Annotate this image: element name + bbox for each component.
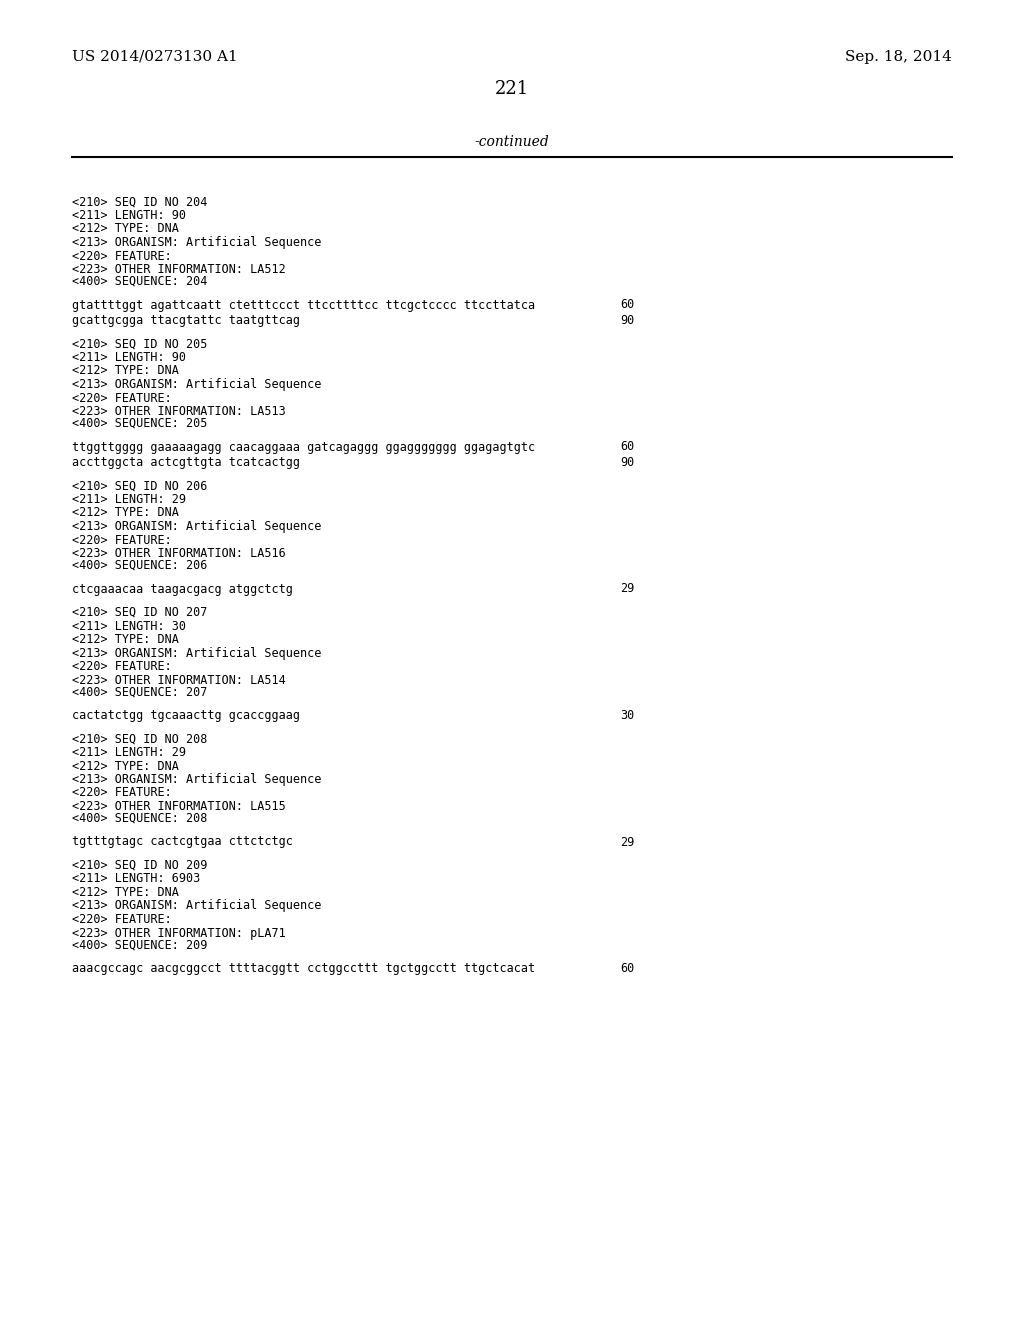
Text: <210> SEQ ID NO 204: <210> SEQ ID NO 204 <box>72 195 208 209</box>
Text: Sep. 18, 2014: Sep. 18, 2014 <box>845 50 952 63</box>
Text: <213> ORGANISM: Artificial Sequence: <213> ORGANISM: Artificial Sequence <box>72 899 322 912</box>
Text: 30: 30 <box>620 709 634 722</box>
Text: <212> TYPE: DNA: <212> TYPE: DNA <box>72 886 179 899</box>
Text: <400> SEQUENCE: 204: <400> SEQUENCE: 204 <box>72 275 208 288</box>
Text: <210> SEQ ID NO 205: <210> SEQ ID NO 205 <box>72 338 208 351</box>
Text: <211> LENGTH: 29: <211> LENGTH: 29 <box>72 492 186 506</box>
Text: 60: 60 <box>620 441 634 454</box>
Text: <212> TYPE: DNA: <212> TYPE: DNA <box>72 634 179 645</box>
Text: gcattgcgga ttacgtattc taatgttcag: gcattgcgga ttacgtattc taatgttcag <box>72 314 300 327</box>
Text: <211> LENGTH: 6903: <211> LENGTH: 6903 <box>72 873 201 886</box>
Text: <220> FEATURE:: <220> FEATURE: <box>72 913 172 927</box>
Text: 90: 90 <box>620 314 634 327</box>
Text: -continued: -continued <box>475 135 549 149</box>
Text: <210> SEQ ID NO 206: <210> SEQ ID NO 206 <box>72 479 208 492</box>
Text: 60: 60 <box>620 962 634 975</box>
Text: 60: 60 <box>620 298 634 312</box>
Text: <213> ORGANISM: Artificial Sequence: <213> ORGANISM: Artificial Sequence <box>72 378 322 391</box>
Text: <400> SEQUENCE: 206: <400> SEQUENCE: 206 <box>72 558 208 572</box>
Text: 221: 221 <box>495 81 529 98</box>
Text: <212> TYPE: DNA: <212> TYPE: DNA <box>72 759 179 772</box>
Text: <212> TYPE: DNA: <212> TYPE: DNA <box>72 364 179 378</box>
Text: <220> FEATURE:: <220> FEATURE: <box>72 249 172 263</box>
Text: <211> LENGTH: 30: <211> LENGTH: 30 <box>72 619 186 632</box>
Text: 90: 90 <box>620 455 634 469</box>
Text: <210> SEQ ID NO 207: <210> SEQ ID NO 207 <box>72 606 208 619</box>
Text: <223> OTHER INFORMATION: pLA71: <223> OTHER INFORMATION: pLA71 <box>72 927 286 940</box>
Text: <212> TYPE: DNA: <212> TYPE: DNA <box>72 507 179 520</box>
Text: <211> LENGTH: 90: <211> LENGTH: 90 <box>72 209 186 222</box>
Text: cactatctgg tgcaaacttg gcaccggaag: cactatctgg tgcaaacttg gcaccggaag <box>72 709 300 722</box>
Text: 29: 29 <box>620 582 634 595</box>
Text: <220> FEATURE:: <220> FEATURE: <box>72 660 172 673</box>
Text: <223> OTHER INFORMATION: LA515: <223> OTHER INFORMATION: LA515 <box>72 800 286 813</box>
Text: <220> FEATURE:: <220> FEATURE: <box>72 787 172 800</box>
Text: ttggttgggg gaaaaagagg caacaggaaa gatcagaggg ggaggggggg ggagagtgtc: ttggttgggg gaaaaagagg caacaggaaa gatcaga… <box>72 441 536 454</box>
Text: <223> OTHER INFORMATION: LA513: <223> OTHER INFORMATION: LA513 <box>72 405 286 418</box>
Text: US 2014/0273130 A1: US 2014/0273130 A1 <box>72 50 238 63</box>
Text: <400> SEQUENCE: 209: <400> SEQUENCE: 209 <box>72 939 208 952</box>
Text: <213> ORGANISM: Artificial Sequence: <213> ORGANISM: Artificial Sequence <box>72 647 322 660</box>
Text: <400> SEQUENCE: 205: <400> SEQUENCE: 205 <box>72 417 208 430</box>
Text: tgtttgtagc cactcgtgaa cttctctgc: tgtttgtagc cactcgtgaa cttctctgc <box>72 836 293 849</box>
Text: accttggcta actcgttgta tcatcactgg: accttggcta actcgttgta tcatcactgg <box>72 455 300 469</box>
Text: ctcgaaacaa taagacgacg atggctctg: ctcgaaacaa taagacgacg atggctctg <box>72 582 293 595</box>
Text: aaacgccagc aacgcggcct ttttacggtt cctggccttt tgctggcctt ttgctcacat: aaacgccagc aacgcggcct ttttacggtt cctggcc… <box>72 962 536 975</box>
Text: <213> ORGANISM: Artificial Sequence: <213> ORGANISM: Artificial Sequence <box>72 236 322 249</box>
Text: <210> SEQ ID NO 209: <210> SEQ ID NO 209 <box>72 859 208 873</box>
Text: <212> TYPE: DNA: <212> TYPE: DNA <box>72 223 179 235</box>
Text: <223> OTHER INFORMATION: LA516: <223> OTHER INFORMATION: LA516 <box>72 546 286 560</box>
Text: <211> LENGTH: 29: <211> LENGTH: 29 <box>72 746 186 759</box>
Text: <211> LENGTH: 90: <211> LENGTH: 90 <box>72 351 186 364</box>
Text: <213> ORGANISM: Artificial Sequence: <213> ORGANISM: Artificial Sequence <box>72 774 322 785</box>
Text: <210> SEQ ID NO 208: <210> SEQ ID NO 208 <box>72 733 208 746</box>
Text: <223> OTHER INFORMATION: LA512: <223> OTHER INFORMATION: LA512 <box>72 263 286 276</box>
Text: <220> FEATURE:: <220> FEATURE: <box>72 392 172 404</box>
Text: <213> ORGANISM: Artificial Sequence: <213> ORGANISM: Artificial Sequence <box>72 520 322 533</box>
Text: 29: 29 <box>620 836 634 849</box>
Text: <400> SEQUENCE: 207: <400> SEQUENCE: 207 <box>72 685 208 698</box>
Text: <400> SEQUENCE: 208: <400> SEQUENCE: 208 <box>72 812 208 825</box>
Text: <220> FEATURE:: <220> FEATURE: <box>72 533 172 546</box>
Text: gtattttggt agattcaatt ctetttccct ttccttttcc ttcgctcccc ttccttatca: gtattttggt agattcaatt ctetttccct ttccttt… <box>72 298 536 312</box>
Text: <223> OTHER INFORMATION: LA514: <223> OTHER INFORMATION: LA514 <box>72 673 286 686</box>
